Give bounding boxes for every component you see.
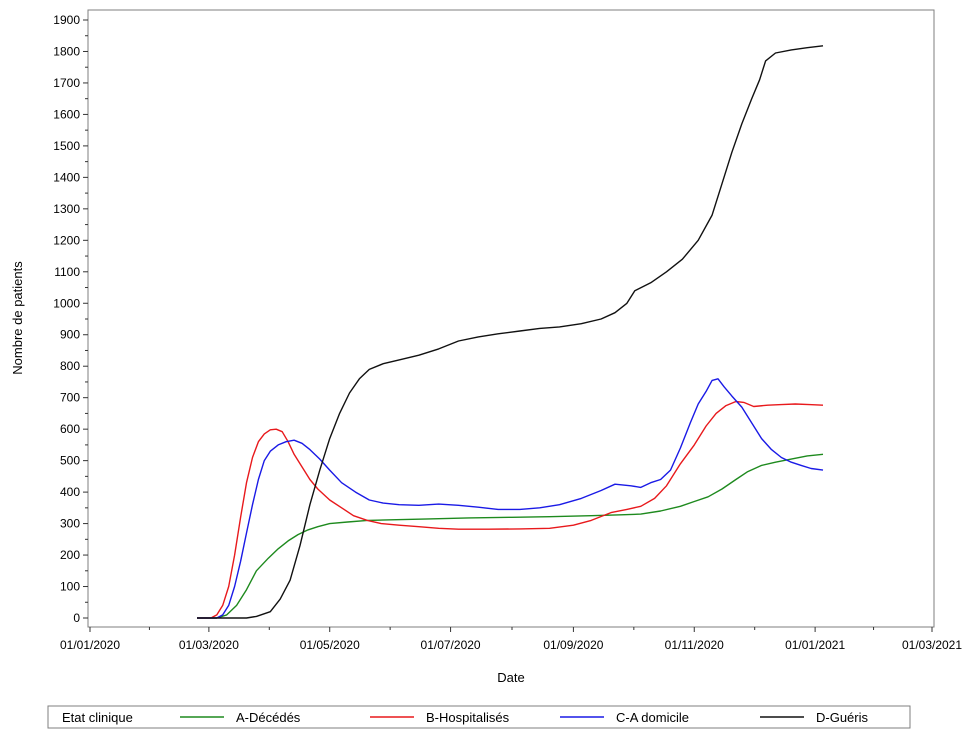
y-tick-label: 200 [60, 548, 80, 562]
y-tick-label: 0 [73, 611, 80, 625]
x-axis: 01/01/2020 01/03/2020 01/05/2020 01/07/2020… [60, 627, 962, 652]
series-line-d-gueris [197, 45, 824, 619]
y-tick-label: 1800 [53, 44, 80, 58]
x-tick-label: 01/09/2020 [543, 638, 603, 652]
y-tick-label: 100 [60, 580, 80, 594]
x-axis-title: Date [497, 670, 524, 685]
y-axis: 0 100 200 300 400 500 600 700 800 900 1000 1100 1200… [53, 13, 88, 625]
x-tick-label: 01/07/2020 [421, 638, 481, 652]
x-tick-label: 01/05/2020 [300, 638, 360, 652]
y-tick-label: 1200 [53, 233, 80, 247]
y-tick-label: 500 [60, 454, 80, 468]
series-line-c-a-domicile [197, 378, 824, 619]
y-tick-label: 800 [60, 359, 80, 373]
legend-items: A-Décédés B-Hospitalisés C-A domicile D-Gué… [180, 710, 869, 725]
x-tick-label: 01/01/2020 [60, 638, 120, 652]
y-tick-label: 1500 [53, 139, 80, 153]
y-tick-label: 400 [60, 485, 80, 499]
series-layer [197, 45, 824, 619]
plot-area-frame [87, 9, 935, 628]
series-line-a-decedes [197, 453, 824, 619]
series-line-b-hospitalises [197, 400, 824, 619]
legend-label-b-hospitalises: B-Hospitalisés [426, 710, 510, 725]
legend-label-a-decedes: A-Décédés [236, 710, 301, 725]
y-tick-label: 1700 [53, 76, 80, 90]
legend-title: Etat clinique [62, 710, 133, 725]
y-tick-label: 1900 [53, 13, 80, 27]
x-tick-label: 01/11/2020 [665, 638, 724, 652]
y-tick-label: 1600 [53, 107, 80, 121]
x-tick-label: 01/03/2020 [179, 638, 239, 652]
y-axis-title: Nombre de patients [10, 261, 25, 375]
legend-label-c-a-domicile: C-A domicile [616, 710, 689, 725]
y-tick-label: 1300 [53, 202, 80, 216]
y-tick-label: 1000 [53, 296, 80, 310]
y-tick-label: 700 [60, 391, 80, 405]
x-tick-label: 01/03/2021 [902, 638, 962, 652]
legend-frame [47, 705, 911, 729]
y-tick-label: 300 [60, 517, 80, 531]
y-tick-label: 1100 [54, 265, 80, 279]
y-tick-label: 900 [60, 328, 80, 342]
x-tick-label: 01/01/2021 [785, 638, 845, 652]
y-tick-label: 600 [60, 422, 80, 436]
y-tick-label: 1400 [53, 170, 80, 184]
legend-label-d-gueris: D-Guéris [816, 710, 869, 725]
